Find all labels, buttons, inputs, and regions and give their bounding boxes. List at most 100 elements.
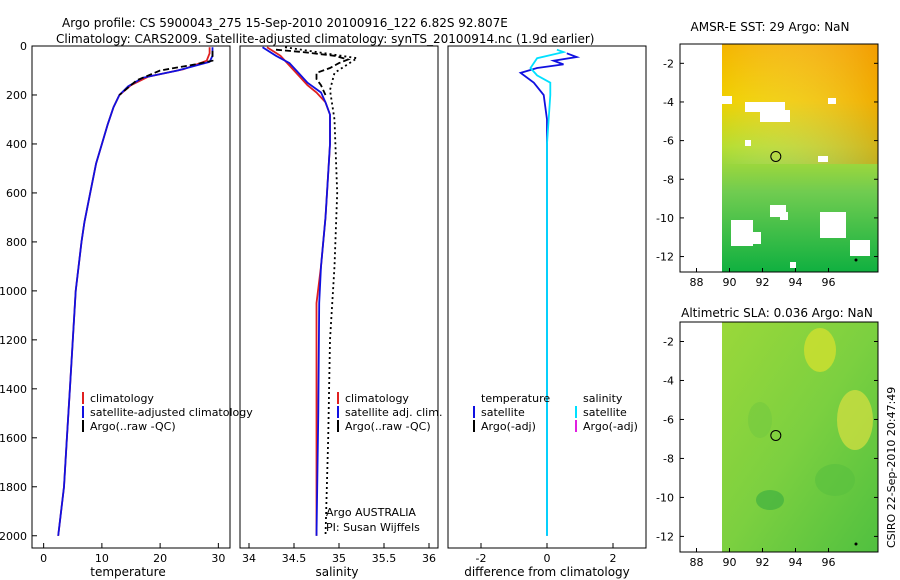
lat-tick-label: -2 <box>663 335 674 348</box>
legend-salinity-heading: salinity <box>583 392 623 405</box>
sst-argo-position-marker <box>770 150 782 162</box>
lon-tick-label: 88 <box>690 556 704 569</box>
y-tick-label: 1400 <box>0 383 27 396</box>
temperature-axis: 0 10 20 30 <box>40 543 225 565</box>
difference-axis: -2 0 2 <box>476 543 617 565</box>
lat-tick-label: -10 <box>656 491 674 504</box>
series-line-argo-raw-qc- <box>275 48 351 96</box>
sst-lat-axis: -2 -4 -6 -8 -10 -12 <box>656 57 878 264</box>
sst-float-dot <box>854 258 858 262</box>
salinity-plot-frame <box>239 45 439 549</box>
sst-lon-axis: 88 90 92 94 96 <box>690 268 836 289</box>
lat-tick-label: -4 <box>663 374 674 387</box>
legend-sal-argo-label: Argo(-adj) <box>583 420 638 433</box>
x-tick-label: 20 <box>153 552 167 565</box>
series-line-argo-raw-qc- <box>118 50 214 96</box>
lat-tick-label: -8 <box>663 452 674 465</box>
lon-tick-label: 90 <box>723 556 737 569</box>
lon-tick-label: 92 <box>756 556 770 569</box>
sla-map-panel: Altimetric SLA: 0.036 Argo: NaN 88 90 92 94… <box>656 306 879 569</box>
y-tick-label: 1200 <box>0 334 27 347</box>
series-line-argo-envelope <box>284 46 360 536</box>
temperature-legend: climatology satellite-adjusted climatolo… <box>82 392 253 433</box>
temperature-xlabel: temperature <box>90 565 165 579</box>
temperature-panel: 0 200 400 600 800 1000 1200 1400 1600 1800 2000 0 1… <box>0 40 253 579</box>
y-tick-label: 400 <box>6 138 27 151</box>
salinity-series <box>262 46 360 536</box>
difference-series <box>518 48 581 536</box>
legend-climatology-label: climatology <box>90 392 154 405</box>
lat-tick-label: -10 <box>656 212 674 225</box>
lon-tick-label: 94 <box>789 556 803 569</box>
x-tick-label: 30 <box>211 552 225 565</box>
depth-axis: 0 200 400 600 800 1000 1200 1400 1600 1800 2000 <box>0 40 37 543</box>
legend-temp-argo-label: Argo(-adj) <box>481 420 536 433</box>
lon-tick-label: 90 <box>723 276 737 289</box>
sst-map-title: AMSR-E SST: 29 Argo: NaN <box>691 20 850 34</box>
sst-land-mask <box>680 44 722 272</box>
difference-xlabel: difference from climatology <box>464 565 630 579</box>
figure-title-line2: Climatology: CARS2009. Satellite-adjuste… <box>56 32 594 46</box>
lat-tick-label: -12 <box>656 530 674 543</box>
argo-program-annotation: Argo AUSTRALIA <box>326 506 416 519</box>
x-tick-label: 0 <box>40 552 47 565</box>
legend-satellite-label: satellite adj. clim. <box>345 406 442 419</box>
sla-map-frame <box>679 321 879 553</box>
x-tick-label: 0 <box>544 552 551 565</box>
legend-temperature-heading: temperature <box>481 392 550 405</box>
salinity-axis: 34 34.5 35 35.5 36 <box>242 543 436 565</box>
lon-tick-label: 94 <box>789 276 803 289</box>
lon-tick-label: 96 <box>822 276 836 289</box>
y-tick-label: 600 <box>6 187 27 200</box>
sla-float-dot <box>854 542 858 546</box>
y-tick-label: 800 <box>6 236 27 249</box>
legend-sal-satellite-label: satellite <box>583 406 627 419</box>
salinity-panel: 34 34.5 35 35.5 36 salinity climatology sate… <box>239 45 442 579</box>
temperature-plot-frame <box>31 45 231 549</box>
x-tick-label: 35.5 <box>372 552 397 565</box>
series-line-climatology <box>57 47 211 536</box>
series-line-temperature-satellite <box>518 52 581 536</box>
sla-argo-position-marker <box>770 429 782 441</box>
series-line-satellite-adjusted-climatology <box>57 47 214 536</box>
sst-map-panel: AMSR-E SST: 29 Argo: NaN 88 90 92 94 96 -2 -4… <box>656 20 879 289</box>
figure-timestamp: CSIRO 22-Sep-2010 20:47:49 <box>885 387 898 548</box>
y-tick-label: 0 <box>20 40 27 53</box>
temperature-series <box>57 47 214 536</box>
sst-cloud-gaps <box>722 96 870 268</box>
y-tick-label: 1000 <box>0 285 27 298</box>
figure-title-line1: Argo profile: CS 5900043_275 15-Sep-2010… <box>62 16 508 30</box>
x-tick-label: 36 <box>422 552 436 565</box>
difference-panel: -2 0 2 difference from climatology tempera… <box>447 45 647 579</box>
legend-satellite-label: satellite-adjusted climatology <box>90 406 253 419</box>
x-tick-label: 34.5 <box>282 552 307 565</box>
lon-tick-label: 96 <box>822 556 836 569</box>
lon-tick-label: 88 <box>690 276 704 289</box>
lat-tick-label: -8 <box>663 173 674 186</box>
legend-temp-satellite-label: satellite <box>481 406 525 419</box>
difference-legend: temperature satellite Argo(-adj) salinit… <box>473 392 638 433</box>
x-tick-label: 34 <box>242 552 256 565</box>
sla-lon-axis: 88 90 92 94 96 <box>690 548 836 569</box>
legend-argo-label: Argo(..raw -QC) <box>90 420 176 433</box>
x-tick-label: -2 <box>476 552 487 565</box>
series-line-satellite-adj-clim- <box>262 46 331 536</box>
sla-anomaly-blobs <box>748 328 873 510</box>
lat-tick-label: -2 <box>663 57 674 70</box>
lat-tick-label: -6 <box>663 413 674 426</box>
sla-map-title: Altimetric SLA: 0.036 Argo: NaN <box>681 306 873 320</box>
salinity-xlabel: salinity <box>315 565 358 579</box>
y-tick-label: 2000 <box>0 530 27 543</box>
lat-tick-label: -4 <box>663 96 674 109</box>
x-tick-label: 2 <box>610 552 617 565</box>
sla-land-mask <box>680 322 722 552</box>
x-tick-label: 10 <box>95 552 109 565</box>
legend-argo-label: Argo(..raw -QC) <box>345 420 431 433</box>
sst-map-frame <box>679 43 879 273</box>
x-tick-label: 35 <box>332 552 346 565</box>
y-tick-label: 1800 <box>0 481 27 494</box>
series-line-salinity-satellite <box>529 48 567 536</box>
sla-lat-axis: -2 -4 -6 -8 -10 -12 <box>656 335 878 543</box>
lon-tick-label: 92 <box>756 276 770 289</box>
